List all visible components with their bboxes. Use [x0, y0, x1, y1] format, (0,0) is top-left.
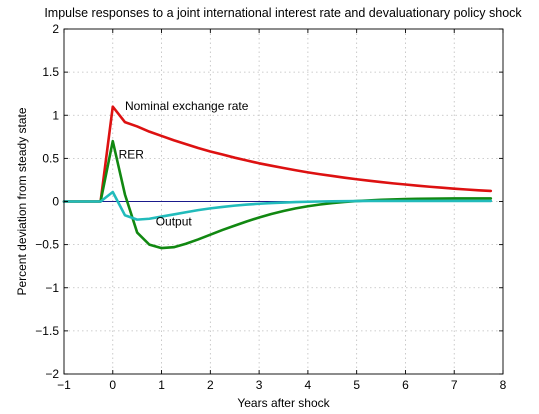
x-tick-label: 1	[158, 378, 165, 392]
y-tick-label: −1.5	[35, 324, 59, 338]
annotation-output: Output	[156, 215, 193, 229]
x-tick-label: 4	[305, 378, 312, 392]
annotation-nominal-exchange-rate: Nominal exchange rate	[125, 99, 249, 113]
y-tick-label: 1	[52, 108, 59, 122]
y-tick-label: 2	[52, 22, 59, 36]
y-tick-label: −2	[45, 367, 59, 381]
x-tick-label: 3	[256, 378, 263, 392]
annotation-layer: Nominal exchange rate RER Output	[119, 99, 249, 229]
series-line-rer	[62, 139, 493, 250]
y-tick-label: 1.5	[42, 65, 59, 79]
x-tick-label: 2	[207, 378, 214, 392]
x-tick-label: −1	[57, 378, 71, 392]
ticks-layer: −1 0 1 2 3 4 5 6 7 8 −2 −1.5 −1 −0.5 0 0.5 1 1.5 2	[35, 22, 506, 392]
y-axis-label: Percent deviation from steady state	[15, 107, 29, 295]
x-tick-label: 8	[500, 378, 507, 392]
x-tick-label: 5	[353, 378, 360, 392]
y-tick-label: 0	[52, 195, 59, 209]
x-axis-label: Years after shock	[237, 396, 330, 410]
series-layer	[62, 105, 493, 250]
series-line-output	[62, 190, 493, 221]
series-line-nominal-exchange-rate	[62, 105, 493, 203]
annotation-rer: RER	[119, 147, 145, 161]
y-tick-label: 0.5	[42, 151, 59, 165]
y-tick-label: −1	[45, 281, 59, 295]
y-tick-label: −0.5	[35, 238, 59, 252]
x-tick-label: 0	[109, 378, 116, 392]
x-tick-label: 6	[402, 378, 409, 392]
x-tick-label: 7	[451, 378, 458, 392]
chart-title: Impulse responses to a joint internation…	[44, 6, 522, 20]
